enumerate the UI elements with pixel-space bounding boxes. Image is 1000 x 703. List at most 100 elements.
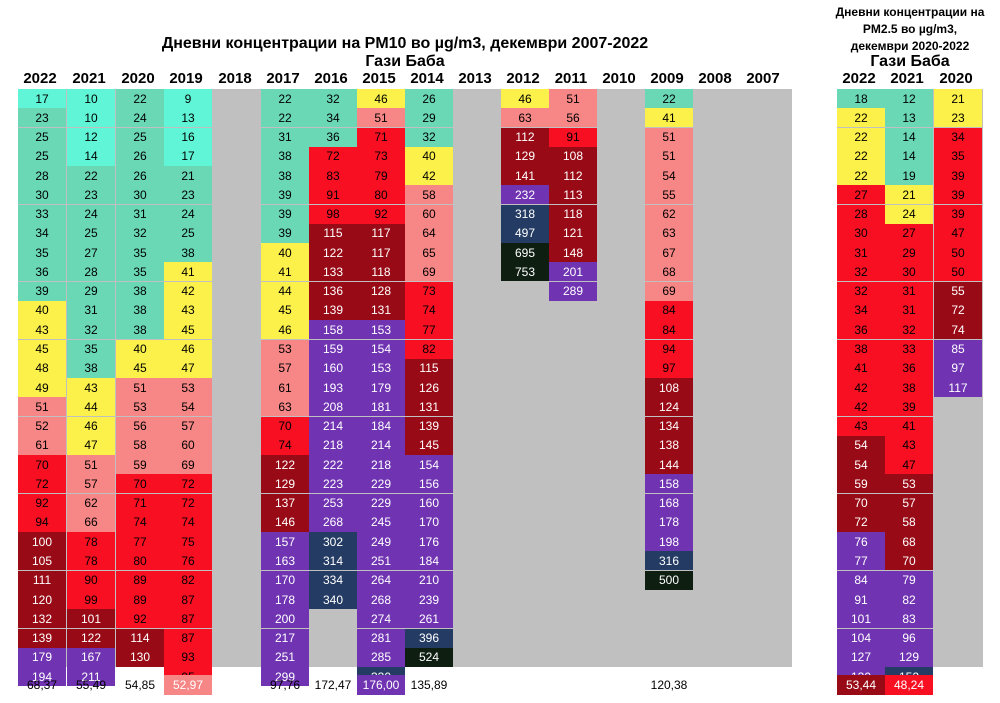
pm10-value-cell: 22 (261, 108, 309, 128)
pm10-value-cell: 21 (164, 166, 212, 186)
pm10-value-cell: 126 (405, 378, 453, 398)
pm10-value-cell: 134 (645, 416, 693, 436)
pm10-value-cell: 83 (309, 166, 357, 186)
pm10-value-cell: 98 (309, 204, 357, 224)
pm10-value-cell: 84 (645, 300, 693, 320)
pm10-year-header: 2009 (650, 70, 684, 87)
pm10-value-cell: 22 (261, 89, 309, 108)
pm10-value-cell: 289 (549, 281, 597, 301)
pm10-value-cell: 31 (261, 127, 309, 147)
pm25-value-cell: 39 (934, 185, 982, 205)
pm10-value-cell: 87 (164, 609, 212, 629)
pm10-value-cell: 16 (164, 127, 212, 147)
pm10-value-cell: 60 (164, 435, 212, 455)
pm25-value-cell: 12 (885, 89, 933, 108)
pm10-value-cell: 23 (18, 108, 66, 128)
pm10-value-cell: 154 (405, 455, 453, 475)
pm10-value-cell: 38 (116, 281, 164, 301)
pm10-value-cell: 39 (261, 204, 309, 224)
pm10-value-cell: 51 (357, 108, 405, 128)
pm10-value-cell: 35 (116, 262, 164, 282)
pm25-title-line-3: декември 2020-2022 (850, 39, 970, 53)
pm10-year-header: 2007 (746, 70, 780, 87)
pm25-value-cell: 91 (837, 590, 885, 610)
pm10-value-cell: 29 (67, 281, 115, 301)
pm25-value-cell: 34 (934, 127, 982, 147)
pm10-value-cell: 524 (405, 647, 453, 667)
pm10-value-cell: 396 (405, 628, 453, 648)
pm10-value-cell: 89 (116, 590, 164, 610)
pm10-value-cell: 68 (645, 262, 693, 282)
pm25-value-cell: 35 (934, 146, 982, 166)
pm10-value-cell: 38 (116, 320, 164, 340)
pm10-value-cell: 92 (116, 609, 164, 629)
pm10-year-header: 2017 (266, 70, 300, 87)
pm10-average-value: 172,47 (314, 678, 352, 692)
pm10-value-cell: 35 (18, 243, 66, 263)
pm25-value-cell: 21 (885, 185, 933, 205)
pm25-value-cell: 55 (934, 281, 982, 301)
pm10-value-cell: 211 (67, 667, 115, 687)
pm10-value-cell: 61 (18, 435, 66, 455)
pm10-value-cell: 69 (164, 455, 212, 475)
pm25-value-cell: 30 (885, 262, 933, 282)
pm25-value-cell: 54 (837, 435, 885, 455)
pm10-value-cell: 46 (357, 89, 405, 108)
pm10-value-cell: 51 (645, 146, 693, 166)
pm10-year-header: 2019 (169, 70, 203, 87)
pm10-value-cell: 218 (309, 435, 357, 455)
pm25-value-cell: 39 (885, 397, 933, 417)
pm25-value-cell: 22 (837, 108, 885, 128)
pm10-value-cell: 45 (164, 320, 212, 340)
pm10-value-cell: 26 (116, 146, 164, 166)
pm10-value-cell: 264 (357, 570, 405, 590)
pm10-year-header: 2011 (554, 70, 588, 87)
pm10-value-cell: 26 (405, 89, 453, 108)
pm10-value-cell: 25 (18, 127, 66, 147)
pm10-value-cell: 156 (405, 474, 453, 494)
pm10-value-cell: 53 (164, 378, 212, 398)
pm25-value-cell: 50 (934, 262, 982, 282)
pm25-value-cell: 70 (885, 551, 933, 571)
pm10-value-cell: 334 (309, 570, 357, 590)
pm10-value-cell: 40 (18, 300, 66, 320)
pm10-value-cell: 70 (261, 416, 309, 436)
pm10-value-cell: 112 (501, 127, 549, 147)
pm10-value-cell: 117 (357, 243, 405, 263)
pm10-value-cell: 208 (309, 397, 357, 417)
pm10-value-cell: 101 (67, 609, 115, 629)
pm10-value-cell: 184 (357, 416, 405, 436)
pm10-value-cell: 43 (18, 320, 66, 340)
pm10-value-cell: 100 (18, 532, 66, 552)
pm10-value-cell: 38 (261, 146, 309, 166)
pm10-value-cell: 71 (357, 127, 405, 147)
pm10-value-cell: 111 (18, 570, 66, 590)
pm10-average-value: 54,85 (124, 678, 156, 692)
pm10-value-cell: 45 (18, 339, 66, 359)
pm10-value-cell: 41 (645, 108, 693, 128)
pm10-value-cell: 42 (164, 281, 212, 301)
pm10-value-cell: 148 (549, 243, 597, 263)
pm25-value-cell: 47 (885, 455, 933, 475)
pm10-value-cell: 38 (261, 166, 309, 186)
pm10-value-cell: 118 (549, 204, 597, 224)
pm10-value-cell: 145 (405, 435, 453, 455)
pm10-value-cell: 47 (164, 358, 212, 378)
pm25-value-cell: 53 (885, 474, 933, 494)
pm10-value-cell: 53 (261, 339, 309, 359)
pm10-value-cell: 22 (116, 89, 164, 108)
pm10-value-cell: 27 (67, 243, 115, 263)
pm10-value-cell: 214 (357, 435, 405, 455)
pm25-value-cell: 129 (885, 647, 933, 667)
pm10-value-cell: 51 (549, 89, 597, 108)
pm10-value-cell: 45 (261, 300, 309, 320)
pm10-value-cell: 99 (67, 590, 115, 610)
pm10-value-cell: 67 (645, 243, 693, 263)
pm10-value-cell: 32 (67, 320, 115, 340)
pm10-value-cell: 94 (645, 339, 693, 359)
pm25-value-cell: 28 (837, 204, 885, 224)
pm10-average-value: 135,89 (410, 678, 448, 692)
pm10-value-cell: 200 (261, 609, 309, 629)
pm10-value-cell: 59 (116, 455, 164, 475)
pm10-value-cell: 80 (116, 551, 164, 571)
